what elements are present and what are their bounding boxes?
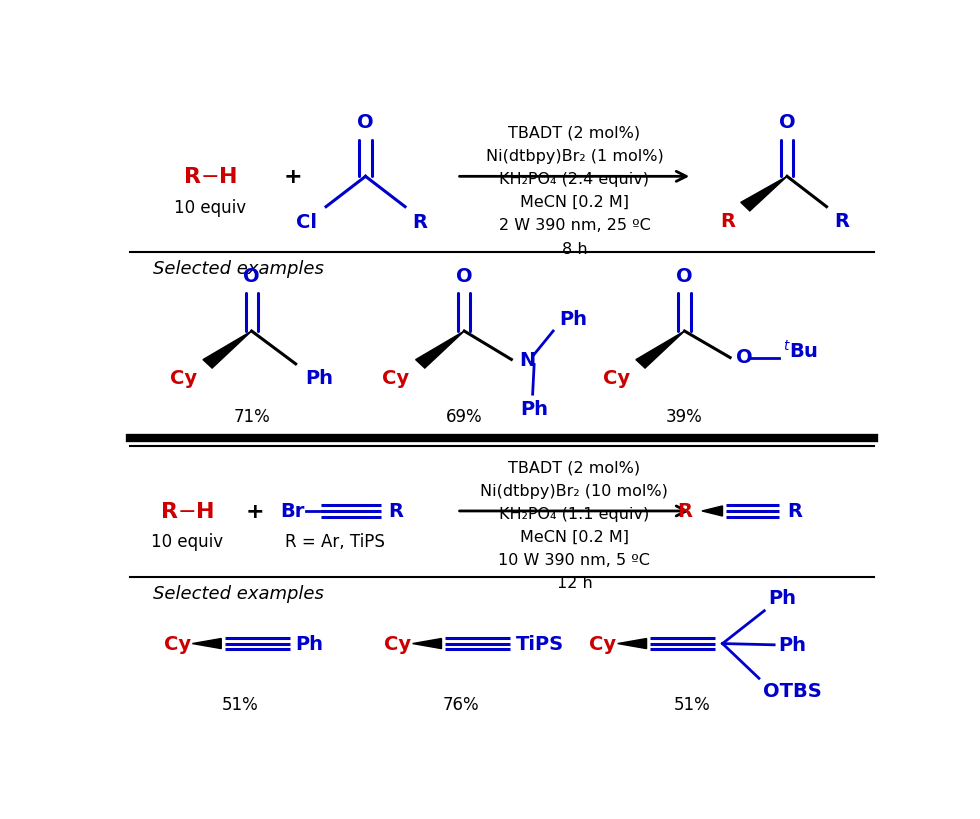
Text: Cy: Cy xyxy=(384,634,412,654)
Text: +: + xyxy=(246,501,265,522)
Text: R$-$H: R$-$H xyxy=(182,167,237,187)
Text: R: R xyxy=(388,502,404,521)
Text: TBADT (2 mol%): TBADT (2 mol%) xyxy=(509,459,641,475)
Text: Ph: Ph xyxy=(779,636,807,654)
Text: 10 W 390 nm, 5 ºC: 10 W 390 nm, 5 ºC xyxy=(499,552,651,568)
Text: Ph: Ph xyxy=(520,400,548,419)
Text: MeCN [0.2 M]: MeCN [0.2 M] xyxy=(520,195,629,210)
Text: 8 h: 8 h xyxy=(562,242,587,256)
Polygon shape xyxy=(636,332,684,369)
Text: Cy: Cy xyxy=(589,634,616,654)
Text: O: O xyxy=(736,347,753,366)
Text: N: N xyxy=(519,351,535,369)
Text: R: R xyxy=(413,212,427,232)
Text: Cy: Cy xyxy=(603,369,630,387)
Text: 51%: 51% xyxy=(221,695,259,713)
Text: R: R xyxy=(677,502,692,521)
Text: Ph: Ph xyxy=(768,588,796,607)
Text: KH₂PO₄ (1.1 equiv): KH₂PO₄ (1.1 equiv) xyxy=(499,506,650,522)
Text: O: O xyxy=(779,113,796,132)
Text: R$-$H: R$-$H xyxy=(160,501,215,522)
Text: Selected examples: Selected examples xyxy=(153,260,323,278)
Text: 12 h: 12 h xyxy=(557,576,592,590)
Text: Ph: Ph xyxy=(296,634,323,654)
Text: Cy: Cy xyxy=(170,369,197,387)
Text: Ni(dtbpy)Br₂ (1 mol%): Ni(dtbpy)Br₂ (1 mol%) xyxy=(485,149,663,164)
Polygon shape xyxy=(413,639,441,649)
Polygon shape xyxy=(617,639,647,649)
Text: 10 equiv: 10 equiv xyxy=(173,198,246,216)
Polygon shape xyxy=(203,332,252,369)
Text: $^t$Bu: $^t$Bu xyxy=(783,340,818,361)
Text: Cy: Cy xyxy=(382,369,410,387)
Text: Selected examples: Selected examples xyxy=(153,584,323,602)
Text: 71%: 71% xyxy=(233,408,270,426)
Text: O: O xyxy=(456,267,472,286)
Text: TiPS: TiPS xyxy=(515,634,564,654)
Polygon shape xyxy=(192,639,221,649)
Text: O: O xyxy=(243,267,260,286)
Text: Cl: Cl xyxy=(296,212,317,232)
Text: Ph: Ph xyxy=(560,310,587,328)
Text: 51%: 51% xyxy=(674,695,710,713)
Text: +: + xyxy=(284,167,303,187)
Text: Cy: Cy xyxy=(164,634,191,654)
Text: O: O xyxy=(676,267,693,286)
Text: 76%: 76% xyxy=(442,695,479,713)
Text: 2 W 390 nm, 25 ºC: 2 W 390 nm, 25 ºC xyxy=(499,218,651,233)
Text: 69%: 69% xyxy=(446,408,482,426)
Text: TBADT (2 mol%): TBADT (2 mol%) xyxy=(509,125,641,140)
Text: OTBS: OTBS xyxy=(762,681,821,700)
Text: R: R xyxy=(834,212,849,231)
Text: Ni(dtbpy)Br₂ (10 mol%): Ni(dtbpy)Br₂ (10 mol%) xyxy=(480,483,668,498)
Polygon shape xyxy=(416,332,465,369)
Text: R = Ar, TiPS: R = Ar, TiPS xyxy=(285,532,385,550)
Text: R: R xyxy=(787,502,802,521)
Text: 39%: 39% xyxy=(666,408,703,426)
Text: MeCN [0.2 M]: MeCN [0.2 M] xyxy=(520,529,629,544)
Text: O: O xyxy=(358,113,373,132)
Polygon shape xyxy=(741,177,787,211)
Text: KH₂PO₄ (2.4 equiv): KH₂PO₄ (2.4 equiv) xyxy=(500,172,650,187)
Text: R: R xyxy=(720,212,735,231)
Text: Br: Br xyxy=(280,502,305,521)
Text: Ph: Ph xyxy=(305,369,333,387)
Text: 10 equiv: 10 equiv xyxy=(151,532,223,550)
Polygon shape xyxy=(702,506,722,517)
